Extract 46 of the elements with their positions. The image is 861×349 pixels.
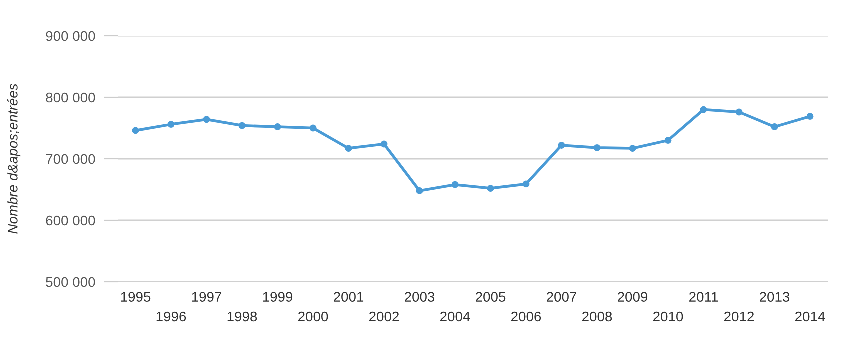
x-tick-label: 2009: [618, 292, 648, 302]
point: [452, 181, 459, 188]
x-tick-label: 1995: [121, 292, 151, 302]
point: [380, 140, 388, 148]
point: [594, 144, 601, 152]
x-tick-label: 1999: [263, 292, 293, 302]
point: [345, 145, 352, 152]
x-tick-label: 1996: [156, 312, 186, 322]
point: [238, 122, 246, 130]
point: [771, 124, 778, 130]
x-tick-label: 2006: [512, 312, 542, 322]
point: [664, 137, 672, 144]
x-tick-label: 2008: [582, 312, 612, 322]
point: [310, 124, 317, 132]
y-tick-label: 600 000: [46, 216, 96, 226]
x-tick-label: 1998: [228, 312, 258, 322]
x-tick-label: 2003: [405, 292, 435, 302]
point: [132, 127, 140, 134]
x-tick-label: 2011: [690, 292, 718, 302]
point: [487, 185, 494, 192]
x-tick-label: 2014: [796, 312, 826, 322]
point: [558, 142, 566, 149]
x-tick-label: 2007: [547, 292, 577, 302]
x-tick-label: 1997: [192, 292, 222, 302]
point: [203, 116, 210, 124]
point: [700, 106, 708, 114]
x-tick-label: 2005: [476, 292, 506, 302]
point: [168, 121, 175, 128]
x-tick-label: 2000: [298, 312, 328, 322]
x-tick-label: 2004: [440, 312, 470, 322]
x-tick-label: 2001: [334, 292, 364, 302]
point: [629, 145, 636, 152]
y-tick-label: 500 000: [46, 277, 96, 288]
y-tick-label: 700 000: [46, 154, 96, 164]
y-tick-label: 800 000: [46, 92, 96, 103]
point: [736, 108, 743, 116]
x-tick-label: 2010: [654, 312, 684, 322]
x-tick-label: 2012: [724, 312, 754, 322]
y-axis-title: Nombre d&apos;entrées: [7, 84, 21, 234]
point: [522, 180, 530, 188]
y-tick-label: 900 000: [46, 31, 96, 42]
point: [274, 124, 282, 130]
x-tick-label: 2002: [370, 312, 400, 322]
point: [806, 113, 814, 120]
x-tick-label: 2013: [760, 292, 790, 302]
point: [416, 188, 424, 194]
